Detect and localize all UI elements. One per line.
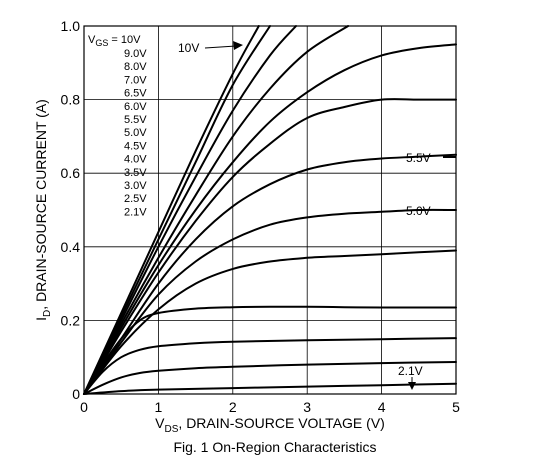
x-axis-title-rest: , DRAIN-SOURCE VOLTAGE (V) — [178, 415, 384, 431]
annotation-5-0v: 5.0V — [406, 204, 431, 218]
y-axis-title: ID, DRAIN-SOURCE CURRENT (A) — [33, 99, 53, 321]
curves — [83, 25, 457, 395]
series-line-0 — [83, 25, 260, 395]
series-line-2 — [83, 25, 297, 395]
legend-entry-6: 5.0V — [124, 127, 147, 139]
series-line-3 — [83, 25, 350, 395]
series-line-1 — [83, 25, 271, 395]
x-tick-label-1: 1 — [155, 399, 163, 415]
legend-entry-7: 4.5V — [124, 140, 147, 152]
y-tick-label-2: 0.4 — [61, 239, 81, 255]
legend-entry-2: 7.0V — [124, 74, 147, 86]
legend-entry-1: 8.0V — [124, 61, 147, 73]
y-tick-label-5: 1.0 — [61, 18, 81, 34]
series-line-8 — [83, 249, 457, 395]
y-tick-label-0: 0 — [72, 386, 80, 402]
legend-title-sub: GS — [95, 38, 108, 48]
x-axis-title: VDS, DRAIN-SOURCE VOLTAGE (V) — [155, 415, 385, 435]
annotation-2-1v-arrowhead — [408, 382, 416, 390]
y-axis-title-rest: , DRAIN-SOURCE CURRENT (A) — [33, 99, 49, 310]
annotation-10v-leader — [204, 45, 237, 49]
x-axis-title-sub: DS — [165, 424, 179, 435]
y-tick-label-4: 0.8 — [61, 92, 81, 108]
series-line-6 — [83, 153, 457, 395]
series-line-9 — [83, 305, 457, 395]
legend-entry-9: 3.5V — [124, 167, 147, 179]
legend-entry-0: 9.0V — [124, 48, 147, 60]
legend-entry-11: 2.5V — [124, 193, 147, 205]
legend-title: VGS = 10V — [88, 34, 141, 48]
annotation-10v: 10V — [178, 41, 199, 55]
x-tick-label-2: 2 — [229, 399, 237, 415]
x-tick-label-5: 5 — [452, 399, 460, 415]
annotation-10v-arrowhead — [233, 41, 243, 50]
legend-entry-12: 2.1V — [124, 206, 147, 218]
ticks: 0 1 2 3 4 5 0 0.2 0.4 0.6 0.8 1.0 — [61, 18, 461, 415]
legend-entry-3: 6.5V — [124, 88, 147, 100]
legend: VGS = 10V 9.0V8.0V7.0V6.5V6.0V5.5V5.0V4.… — [88, 34, 147, 218]
series-line-11 — [83, 361, 457, 395]
y-tick-label-1: 0.2 — [61, 312, 81, 328]
x-tick-label-4: 4 — [378, 399, 386, 415]
y-axis-title-sub: D — [42, 310, 53, 317]
annotation-2-1v: 2.1V — [398, 364, 423, 378]
legend-first-entry: = 10V — [108, 34, 141, 46]
annotations: 10V 5.5V 5.0V 2.1V — [178, 41, 456, 390]
series-line-5 — [83, 98, 457, 395]
legend-entry-8: 4.0V — [124, 154, 147, 166]
series-line-10 — [83, 337, 457, 395]
series-line-12 — [83, 382, 457, 395]
legend-entry-5: 5.5V — [124, 114, 147, 126]
y-tick-label-3: 0.6 — [61, 165, 81, 181]
legend-entry-4: 6.0V — [124, 101, 147, 113]
series-line-7 — [83, 208, 457, 395]
series-line-4 — [83, 43, 457, 395]
figure-caption: Fig. 1 On-Region Characteristics — [173, 439, 376, 455]
x-tick-label-3: 3 — [303, 399, 311, 415]
legend-entry-10: 3.0V — [124, 180, 147, 192]
x-tick-label-0: 0 — [80, 399, 88, 415]
annotation-5-5v: 5.5V — [406, 151, 431, 165]
